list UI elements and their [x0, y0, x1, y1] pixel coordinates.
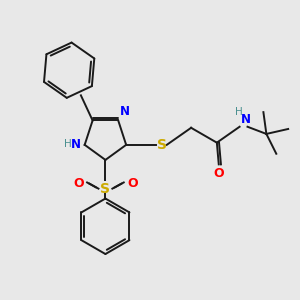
Text: S: S [157, 138, 167, 152]
Text: O: O [127, 177, 138, 190]
Text: O: O [213, 167, 224, 180]
Text: O: O [73, 177, 84, 190]
Text: N: N [71, 138, 81, 151]
Text: H: H [64, 139, 71, 149]
Text: S: S [100, 182, 110, 196]
Text: H: H [235, 107, 242, 117]
Text: N: N [120, 106, 130, 118]
Text: N: N [241, 113, 250, 126]
